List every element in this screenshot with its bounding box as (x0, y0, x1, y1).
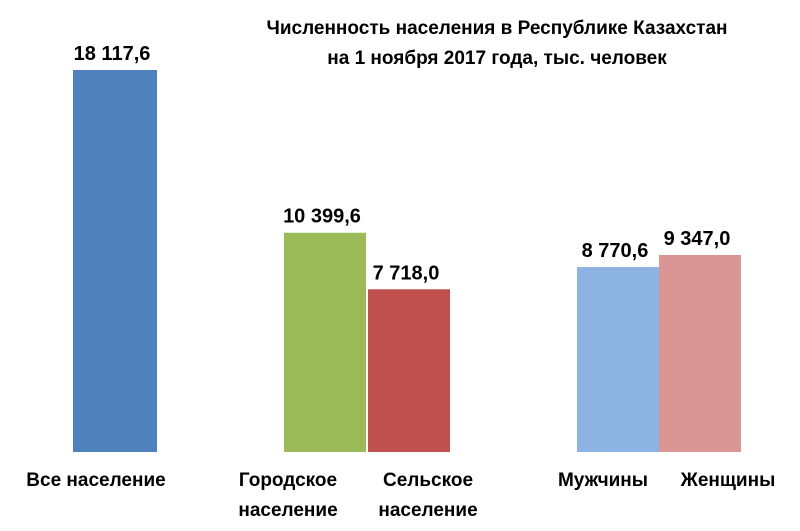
bar-2 (368, 289, 450, 452)
value-label-2: 7 718,0 (373, 262, 440, 284)
bar-3 (577, 267, 659, 452)
category-label-2-line-1: население (378, 500, 477, 521)
value-label-4: 9 347,0 (664, 228, 731, 250)
bar-4 (659, 254, 741, 452)
bar-0 (73, 70, 157, 452)
category-labels-group: Все население Городское население Сельское н… (26, 470, 775, 521)
value-labels-group: 18 117,6 10 399,6 7 718,0 8 770,6 9 347,0 (74, 43, 731, 284)
value-label-0: 18 117,6 (74, 43, 151, 65)
category-label-3-line-0: Мужчины (558, 470, 648, 491)
bars-group (73, 70, 741, 452)
category-label-1-line-0: Городское (239, 470, 337, 491)
value-label-1: 10 399,6 (283, 206, 361, 228)
chart-title-line-2: на 1 ноября 2017 года, тыс. человек (327, 48, 667, 69)
category-label-0-line-0: Все население (26, 470, 165, 491)
category-label-1-line-1: население (238, 500, 337, 521)
chart-title-line-1: Численность населения в Республике Казах… (266, 18, 727, 39)
bar-1 (284, 232, 366, 452)
value-label-3: 8 770,6 (582, 240, 649, 262)
category-label-4-line-0: Женщины (680, 470, 776, 491)
category-label-2-line-0: Сельское (383, 470, 473, 491)
